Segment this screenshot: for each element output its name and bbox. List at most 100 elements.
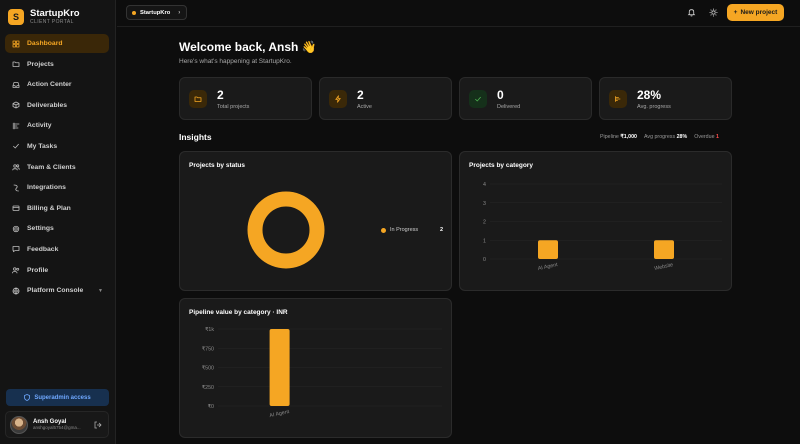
bar[interactable] [538,240,558,259]
y-tick-label: 0 [483,257,486,263]
card-icon [12,205,20,212]
progress-label: Avg progress [643,134,676,140]
legend-label: In Progress [390,227,419,233]
y-tick-label: ₹250 [202,385,214,391]
nav-icon-wrap [12,122,20,130]
sidebar-item-label: Deliverables [27,101,68,109]
card-title: Projects by category [469,162,533,169]
topbar: StartupKro › + New project [117,0,800,27]
page-subtitle: Here's what's happening at StartupKro. [179,58,292,65]
stat-label: Avg. progress [637,104,671,110]
legend-swatch [381,227,386,233]
stat-value: 28% [637,88,662,102]
sidebar-item-action-center[interactable]: Action Center [5,75,109,94]
globe-icon [12,287,20,295]
sidebar-item-integrations[interactable]: Integrations [5,178,109,197]
nav-icon-wrap [12,287,20,295]
x-tick-label: AI Agent [537,262,558,272]
overdue-metric: Overdue 1 [694,134,719,140]
y-tick-label: ₹750 [202,346,214,352]
nav-icon-wrap [12,40,20,48]
insights-metrics: Pipeline ₹1,000 Avg progress 28% Overdue… [600,134,719,140]
package-icon [12,101,20,109]
bell-icon[interactable] [687,8,696,17]
user-card[interactable]: Ansh Goyal anshgoyal5754@gma... [5,411,109,438]
overdue-label: Overdue [694,134,715,140]
stat-card: 28% Avg. progress [599,77,732,120]
sidebar-item-label: Platform Console [27,287,84,295]
sidebar-item-feedback[interactable]: Feedback [5,240,109,259]
user-email: anshgoyal5754@gma... [33,425,81,430]
stat-value: 2 [217,88,224,102]
sidebar-item-settings[interactable]: Settings [5,219,109,238]
sidebar-item-dashboard[interactable]: Dashboard [5,34,109,53]
stat-value: 2 [357,88,364,102]
category-bar-chart: 0 1 2 3 4 AI Agent Website [483,182,722,272]
theme-toggle-icon[interactable] [709,8,718,17]
message-icon [12,246,20,253]
nav-icon-wrap [12,101,20,109]
sidebar-item-label: Dashboard [27,40,63,47]
stat-icon-wrap [189,90,207,108]
users-icon [12,164,20,171]
projects-by-category-card: Projects by category 0 1 2 3 4 AI Agent Websit… [459,151,732,291]
x-tick-label: AI Agent [269,409,290,419]
bar[interactable] [654,240,674,259]
bolt-icon [335,95,341,103]
superadmin-access-button[interactable]: Superadmin access [6,389,109,406]
nav-icon-wrap [12,81,20,89]
nav-icon-wrap [12,163,20,171]
legend-value: 2 [439,227,443,233]
new-project-button[interactable]: + New project [727,4,784,21]
folder-icon [12,61,20,67]
sidebar-item-label: Team & Clients [27,163,76,171]
stat-label: Delivered [497,104,521,110]
insights-title: Insights [179,132,212,142]
projects-by-status-card: Projects by status In Progress 2 [179,151,452,291]
nav-icon-wrap [12,60,20,68]
pipeline-bar-chart: ₹0 ₹250 ₹500 ₹750 ₹1k AI Agent [202,327,442,419]
sidebar-item-activity[interactable]: Activity [5,116,109,135]
sidebar-item-label: My Tasks [27,142,58,150]
sidebar-item-profile[interactable]: Profile [5,261,109,280]
dashboard-icon [12,40,20,47]
pipeline-value: ₹1,000 [620,134,637,140]
brand[interactable]: S StartupKro CLIENT PORTAL [8,9,80,25]
bar[interactable] [269,329,290,406]
shield-icon [24,394,31,401]
pipeline-label: Pipeline [600,134,619,140]
legend-item: In Progress 2 [381,227,443,233]
sidebar-item-label: Billing & Plan [27,204,71,212]
progress-icon [615,96,621,102]
new-project-label: New project [740,9,778,16]
nav-icon-wrap [12,184,20,192]
sidebar-item-projects[interactable]: Projects [5,55,109,74]
y-tick-label: 1 [483,238,486,244]
stat-value: 0 [497,88,504,102]
workspace-dot [132,10,136,15]
superadmin-label: Superadmin access [34,394,91,401]
check-icon [13,144,19,149]
sidebar-item-my-tasks[interactable]: My Tasks [5,137,109,156]
workspace-switcher[interactable]: StartupKro › [126,5,188,20]
pipeline-metric: Pipeline ₹1,000 [600,134,637,140]
pipeline-value-card: Pipeline value by category · INR ₹0 ₹250 ₹… [179,298,452,438]
sidebar-item-deliverables[interactable]: Deliverables [5,96,109,115]
nav-icon-wrap [12,225,20,233]
sidebar-item-label: Feedback [27,245,59,253]
sidebar-item-platform-console[interactable]: Platform Console ▼ [5,281,109,300]
brand-name: StartupKro [30,8,80,19]
sidebar-item-label: Activity [27,122,52,130]
logout-icon[interactable] [94,421,102,429]
pie-slice[interactable] [247,191,325,269]
progress-value: 28% [676,134,688,140]
sidebar-item-billing-plan[interactable]: Billing & Plan [5,199,109,218]
stat-icon-wrap [609,90,627,108]
y-tick-label: ₹1k [205,327,214,333]
card-title: Projects by status [189,162,245,169]
chevron-down-icon: ▼ [98,287,103,294]
sidebar-item-team-clients[interactable]: Team & Clients [5,158,109,177]
plus-icon: + [733,9,738,16]
sidebar-item-label: Action Center [27,81,72,89]
avatar [10,415,28,434]
